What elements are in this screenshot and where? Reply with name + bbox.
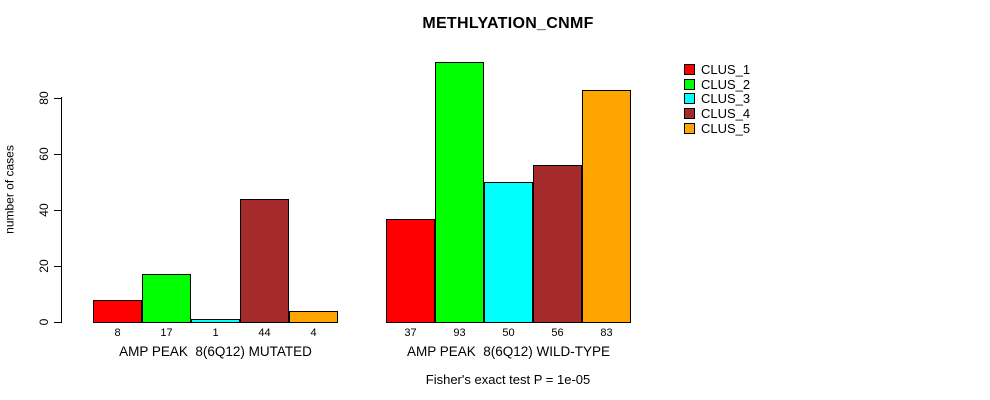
bar-value-label: 4: [310, 327, 317, 339]
bar-value-label: 83: [600, 327, 613, 339]
y-axis-tick: [54, 322, 61, 323]
bar-clus_4: [533, 165, 582, 323]
legend-color-swatch: [684, 63, 695, 75]
fisher-test-annotation: Fisher's exact test P = 1e-05: [425, 372, 591, 387]
y-axis-tick-label: 80: [37, 91, 51, 105]
bar-clus_2: [142, 274, 191, 323]
legend-item-label: CLUS_5: [701, 120, 751, 136]
legend-item-label: CLUS_1: [701, 61, 751, 77]
legend-item: CLUS_2: [684, 77, 750, 92]
bar-value-label: 37: [404, 327, 417, 339]
bar-value-label: 8: [114, 327, 121, 339]
bar-value-label: 44: [258, 327, 271, 339]
legend-item: CLUS_5: [684, 121, 750, 136]
legend-item-label: CLUS_3: [701, 91, 751, 107]
bar-value-label: 50: [502, 327, 515, 339]
legend-color-swatch: [684, 107, 695, 119]
y-axis-tick-label: 40: [37, 203, 51, 217]
legend-color-swatch: [684, 78, 695, 90]
y-axis-tick: [54, 154, 61, 156]
bar-value-label: 93: [453, 327, 466, 339]
legend-item-label: CLUS_2: [701, 76, 751, 92]
bar-value-label: 56: [551, 327, 564, 339]
legend-item: CLUS_3: [684, 91, 750, 106]
bar-clus_3: [484, 182, 533, 323]
bar-clus_1: [93, 299, 142, 323]
y-axis-tick-label: 0: [37, 318, 51, 326]
legend-item: CLUS_1: [684, 62, 750, 77]
y-axis-tick-label: 20: [37, 259, 51, 273]
group-label-wild-type: AMP PEAK 8(6Q12) WILD-TYPE: [406, 344, 611, 359]
bar-clus_5: [582, 89, 631, 323]
legend-color-swatch: [684, 122, 695, 134]
bar-value-label: 1: [212, 327, 219, 339]
bar-clus_4: [240, 198, 289, 323]
bar-clus_2: [435, 61, 484, 323]
y-axis-tick-label: 60: [37, 147, 51, 161]
y-axis-tick: [54, 210, 61, 212]
chart-title: METHLYATION_CNMF: [422, 15, 594, 32]
legend: CLUS_1 CLUS_2 CLUS_3 CLUS_4 CLUS_5: [684, 62, 750, 135]
bar-clus_1: [386, 218, 435, 323]
legend-item: CLUS_4: [684, 106, 750, 121]
y-axis-tick: [54, 98, 61, 100]
bar-value-label: 17: [160, 327, 173, 339]
bar-clus_3: [191, 319, 240, 323]
y-axis-tick: [54, 266, 61, 268]
y-axis-label: number of cases: [2, 145, 17, 234]
legend-color-swatch: [684, 93, 695, 105]
y-axis-line: [61, 97, 62, 323]
bar-clus_5: [289, 310, 338, 323]
legend-item-label: CLUS_4: [701, 105, 751, 121]
group-label-mutated: AMP PEAK 8(6Q12) MUTATED: [119, 344, 312, 359]
